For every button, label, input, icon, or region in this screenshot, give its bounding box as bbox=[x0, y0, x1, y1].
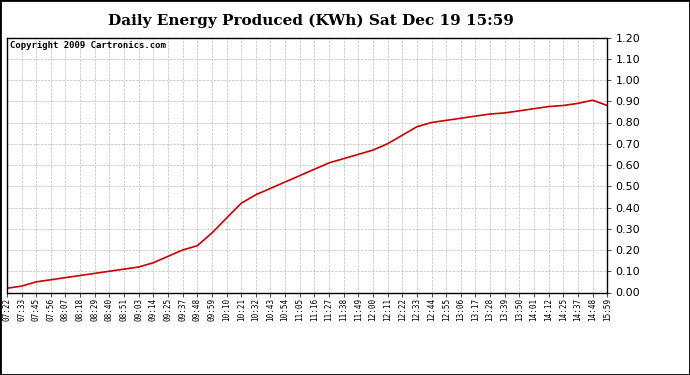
Text: Daily Energy Produced (KWh) Sat Dec 19 15:59: Daily Energy Produced (KWh) Sat Dec 19 1… bbox=[108, 13, 513, 27]
Text: Copyright 2009 Cartronics.com: Copyright 2009 Cartronics.com bbox=[10, 41, 166, 50]
